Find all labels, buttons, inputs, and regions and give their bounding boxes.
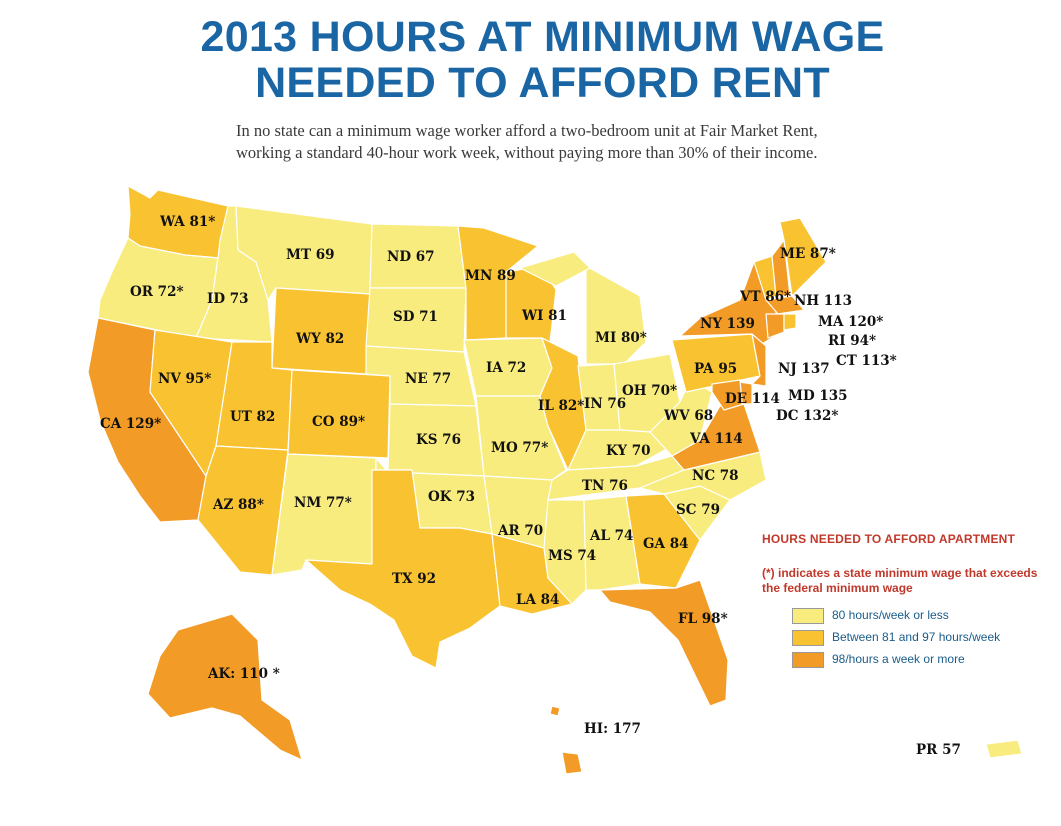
- legend-note: (*) indicates a state minimum wage that …: [762, 566, 1038, 595]
- state-label-ia: IA 72: [486, 360, 527, 376]
- state-label-nh: NH 113: [794, 293, 852, 309]
- state-label-nc: NC 78: [692, 468, 739, 484]
- subtitle: In no state can a minimum wage worker af…: [236, 120, 956, 164]
- state-label-va: VA 114: [690, 431, 743, 447]
- state-label-ks: KS 76: [416, 432, 461, 448]
- state-label-az: AZ 88*: [213, 497, 264, 513]
- state-label-nv: NV 95*: [158, 371, 212, 387]
- state-label-wa: WA 81*: [160, 214, 216, 230]
- subtitle-line-2: working a standard 40-hour work week, wi…: [236, 143, 818, 162]
- state-label-ga: GA 84: [643, 536, 689, 552]
- state-label-wv: WV 68: [664, 408, 714, 424]
- state-MI: [585, 265, 647, 365]
- state-label-ut: UT 82: [230, 409, 276, 425]
- state-NJ: [751, 333, 767, 387]
- state-label-oh: OH 70*: [622, 383, 678, 399]
- state-label-nj: NJ 137: [778, 361, 830, 377]
- state-label-ny: NY 139: [700, 316, 755, 332]
- state-label-wi: WI 81: [522, 308, 567, 324]
- state-label-de: DE 114: [725, 391, 780, 407]
- state-label-hi: HI: 177: [584, 721, 641, 737]
- legend-heading: HOURS NEEDED TO AFFORD APARTMENT: [762, 532, 1016, 546]
- page-title: 2013 HOURS AT MINIMUM WAGE NEEDED TO AFF…: [0, 14, 1061, 106]
- state-RI: [783, 313, 797, 331]
- state-NM: [271, 453, 377, 576]
- state-label-md: MD 135: [788, 388, 848, 404]
- state-label-la: LA 84: [516, 592, 560, 608]
- legend-swatch-high: [792, 652, 824, 668]
- state-MA: [765, 295, 805, 315]
- title-line-2: NEEDED TO AFFORD RENT: [255, 59, 830, 107]
- state-label-ri: RI 94*: [828, 333, 877, 349]
- state-label-ms: MS 74: [548, 548, 597, 564]
- state-label-ak: AK: 110 *: [208, 666, 280, 682]
- legend-swatch-mid: [792, 630, 824, 646]
- state-label-ar: AR 70: [498, 523, 544, 539]
- state-label-co: CO 89*: [312, 414, 366, 430]
- state-label-mo: MO 77*: [491, 440, 549, 456]
- state-label-me: ME 87*: [780, 246, 836, 262]
- state-label-in: IN 76: [584, 396, 627, 412]
- state-label-al: AL 74: [590, 528, 634, 544]
- state-MI-up: [519, 251, 591, 287]
- state-label-mt: MT 69: [286, 247, 335, 263]
- state-GA: [625, 493, 701, 589]
- state-HI: [561, 751, 583, 775]
- state-FL: [599, 579, 729, 707]
- state-label-sc: SC 79: [676, 502, 720, 518]
- state-label-vt: VT 86*: [740, 289, 792, 305]
- state-ME: [779, 217, 827, 297]
- state-label-tx: TX 92: [392, 571, 437, 587]
- state-label-mi: MI 80*: [595, 330, 647, 346]
- state-HI-2: [549, 705, 561, 717]
- state-label-tn: TN 76: [582, 478, 628, 494]
- state-PR: [985, 739, 1023, 759]
- state-label-id: ID 73: [207, 291, 249, 307]
- state-CT: [765, 313, 785, 339]
- state-label-or: OR 72*: [130, 284, 184, 300]
- state-label-fl: FL 98*: [678, 611, 728, 627]
- legend-label-high: 98/hours a week or more: [832, 652, 965, 666]
- state-label-ne: NE 77: [405, 371, 452, 387]
- state-MD: [711, 379, 745, 411]
- state-label-ca: CA 129*: [100, 416, 162, 432]
- state-AL: [583, 495, 641, 591]
- state-label-sd: SD 71: [393, 309, 438, 325]
- state-label-pr: PR 57: [916, 742, 961, 758]
- state-label-ct: CT 113*: [836, 353, 897, 369]
- state-AK: [147, 613, 303, 761]
- state-label-ma: MA 120*: [818, 314, 884, 330]
- legend-label-low: 80 hours/week or less: [832, 608, 949, 622]
- state-label-ky: KY 70: [606, 443, 651, 459]
- state-label-wy: WY 82: [296, 331, 345, 347]
- title-line-1: 2013 HOURS AT MINIMUM WAGE: [200, 13, 885, 61]
- state-TX: [305, 469, 501, 669]
- state-label-nd: ND 67: [387, 249, 435, 265]
- state-label-mn: MN 89: [465, 268, 516, 284]
- state-label-nm: NM 77*: [294, 495, 352, 511]
- legend-swatch-low: [792, 608, 824, 624]
- state-label-il: IL 82*: [538, 398, 585, 414]
- state-label-dc: DC 132*: [776, 408, 839, 424]
- subtitle-line-1: In no state can a minimum wage worker af…: [236, 121, 818, 140]
- legend-label-mid: Between 81 and 97 hours/week: [832, 630, 1001, 644]
- state-label-pa: PA 95: [694, 361, 738, 377]
- state-label-ok: OK 73: [428, 489, 475, 505]
